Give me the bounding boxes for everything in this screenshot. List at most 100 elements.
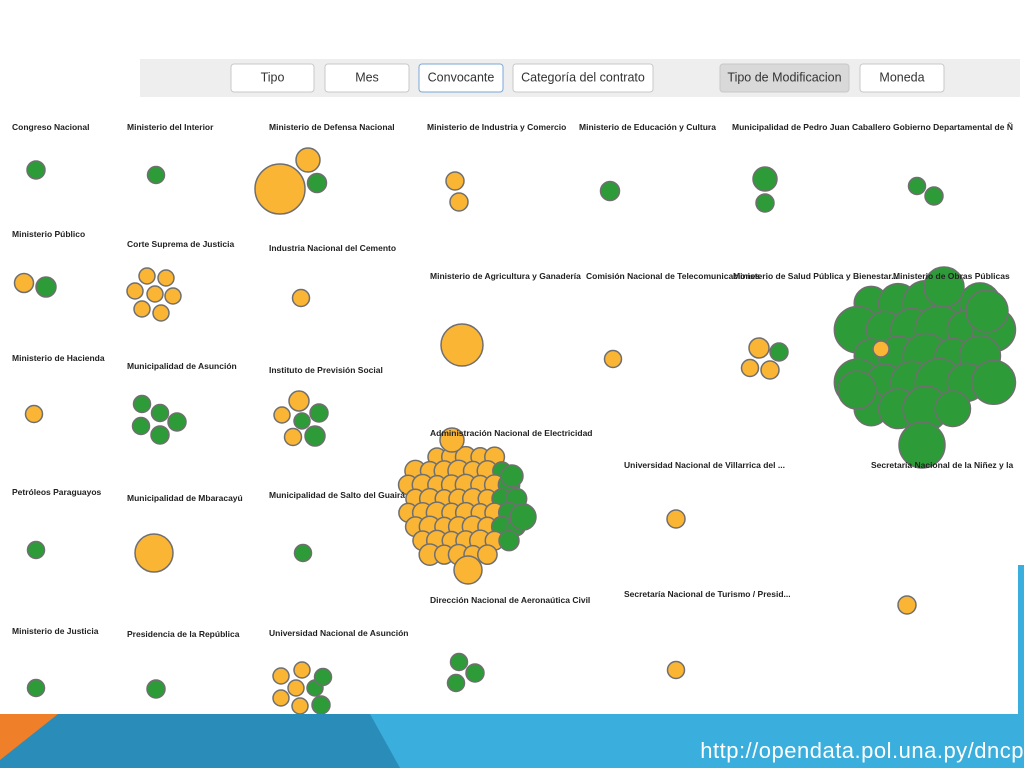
group-label: Industria Nacional del Cemento bbox=[269, 243, 396, 253]
button-label[interactable]: Mes bbox=[355, 70, 379, 84]
group-label: Ministerio de Obras Públicas bbox=[893, 271, 1010, 281]
bubble bbox=[924, 186, 944, 206]
button-bg[interactable] bbox=[859, 63, 945, 93]
bubble bbox=[150, 425, 170, 445]
bubble bbox=[755, 193, 775, 213]
button-label[interactable]: Convocante bbox=[428, 70, 495, 84]
group-label: Ministerio Público bbox=[12, 229, 85, 239]
bubble bbox=[965, 289, 1009, 333]
bubble bbox=[311, 695, 331, 715]
bubble bbox=[445, 171, 465, 191]
bubble bbox=[439, 427, 465, 453]
bubble bbox=[760, 360, 780, 380]
group-label: Corte Suprema de Justicia bbox=[127, 239, 235, 249]
bubble bbox=[126, 282, 144, 300]
button-label[interactable]: Tipo bbox=[261, 70, 285, 84]
bubble bbox=[273, 406, 291, 424]
group-label: Administración Nacional de Electricidad bbox=[430, 428, 593, 438]
group-label: Ministerio de Industria y Comercio bbox=[427, 122, 566, 132]
group-label: Ministerio de Salud Pública y Bienestar.… bbox=[733, 271, 898, 281]
button-label[interactable]: Tipo de Modificacion bbox=[727, 70, 841, 84]
group-label: Presidencia de la República bbox=[127, 629, 240, 639]
bubble bbox=[446, 673, 466, 693]
group-label: Secretaría Nacional de la Niñez y la bbox=[871, 460, 1013, 470]
group-label: Congreso Nacional bbox=[12, 122, 89, 132]
toolbar-button[interactable]: Mes bbox=[324, 63, 410, 93]
bubble bbox=[131, 416, 151, 436]
bubble bbox=[295, 147, 321, 173]
bubble bbox=[24, 404, 44, 424]
footer-band-dark bbox=[0, 714, 400, 768]
side-bar bbox=[1018, 565, 1024, 715]
group-label: Ministerio de Justicia bbox=[12, 626, 99, 636]
bubble bbox=[157, 269, 175, 287]
bubble bbox=[293, 661, 311, 679]
button-label[interactable]: Moneda bbox=[879, 70, 924, 84]
button-bg[interactable] bbox=[512, 63, 654, 93]
bubble bbox=[666, 660, 686, 680]
bubble bbox=[498, 529, 520, 552]
button-bg[interactable] bbox=[230, 63, 315, 93]
bubble bbox=[35, 276, 57, 298]
button-label[interactable]: Categoría del contrato bbox=[521, 70, 645, 84]
bubble bbox=[304, 425, 326, 447]
bubble bbox=[293, 412, 311, 430]
bubble bbox=[923, 266, 965, 308]
bubble bbox=[453, 555, 483, 585]
button-bg[interactable] bbox=[324, 63, 410, 93]
bubble bbox=[134, 533, 174, 573]
bubble bbox=[907, 176, 927, 196]
bubble bbox=[898, 421, 946, 469]
bubble bbox=[138, 267, 156, 285]
bubble bbox=[309, 403, 329, 423]
bubble bbox=[167, 412, 187, 432]
bubble bbox=[313, 667, 333, 687]
bubble bbox=[26, 160, 46, 180]
group-label: Dirección Nacional de Aeronaútica Civil bbox=[430, 595, 590, 605]
bubble bbox=[599, 180, 621, 202]
bubble bbox=[740, 358, 760, 378]
bubble bbox=[287, 679, 305, 697]
toolbar-button[interactable]: Tipo bbox=[230, 63, 315, 93]
bubble bbox=[133, 300, 151, 318]
toolbar-button[interactable]: Categoría del contrato bbox=[512, 63, 654, 93]
group-label: Instituto de Previsión Social bbox=[269, 365, 383, 375]
bubble bbox=[272, 667, 290, 685]
group-label: Municipalidad de Mbaracayú bbox=[127, 493, 243, 503]
bubble bbox=[476, 544, 498, 566]
bubble bbox=[152, 304, 170, 322]
bubble bbox=[465, 663, 485, 683]
bubble bbox=[254, 163, 306, 215]
bubble bbox=[272, 689, 290, 707]
button-bg[interactable] bbox=[418, 63, 504, 93]
group-label: Municipalidad de Asunción bbox=[127, 361, 237, 371]
toolbar-button[interactable]: Moneda bbox=[859, 63, 945, 93]
bubble bbox=[146, 165, 166, 185]
bubble bbox=[970, 359, 1017, 406]
group-label: Ministerio de Agricultura y Ganadería bbox=[430, 271, 581, 281]
bubble bbox=[752, 166, 778, 192]
bubble bbox=[291, 697, 309, 715]
bubble bbox=[769, 342, 789, 362]
bubble bbox=[288, 390, 310, 412]
bubble bbox=[146, 285, 164, 303]
group-label: Ministerio del Interior bbox=[127, 122, 214, 132]
bubble bbox=[293, 543, 313, 563]
group-label: Petróleos Paraguayos bbox=[12, 487, 102, 497]
group-label: Secretaría Nacional de Turismo / Presid.… bbox=[624, 589, 791, 599]
bubble bbox=[666, 509, 686, 529]
group-label: Universidad Nacional de Asunción bbox=[269, 628, 409, 638]
toolbar-button[interactable]: Tipo de Modificacion bbox=[719, 63, 850, 93]
footer-accent bbox=[0, 714, 58, 760]
group-label: Comisión Nacional de Telecomunicaciones bbox=[586, 271, 760, 281]
toolbar-button[interactable]: Convocante bbox=[418, 63, 504, 93]
bubble bbox=[603, 349, 623, 369]
bubble bbox=[837, 370, 877, 410]
button-bg[interactable] bbox=[719, 63, 850, 93]
bubble bbox=[509, 503, 537, 531]
bubble bbox=[500, 464, 524, 488]
bubble bbox=[150, 403, 170, 423]
bubble bbox=[164, 287, 182, 305]
bubble bbox=[291, 288, 311, 308]
